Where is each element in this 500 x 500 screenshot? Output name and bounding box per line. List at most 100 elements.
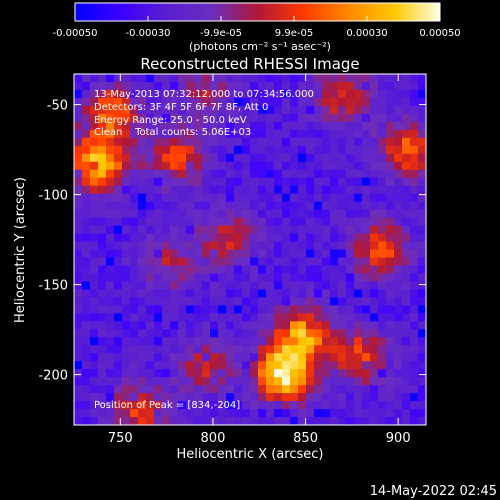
heatmap-cell bbox=[242, 154, 251, 163]
heatmap-cell bbox=[314, 369, 323, 378]
heatmap-cell bbox=[338, 242, 347, 251]
heatmap-cell bbox=[394, 265, 403, 274]
heatmap-cell bbox=[266, 345, 275, 354]
heatmap-cell bbox=[82, 353, 91, 362]
heatmap-cell bbox=[354, 218, 363, 227]
heatmap-cell bbox=[106, 74, 115, 83]
heatmap-cell bbox=[114, 226, 123, 235]
heatmap-cell bbox=[106, 154, 115, 163]
heatmap-cell bbox=[138, 361, 147, 370]
heatmap-cell bbox=[298, 361, 307, 370]
heatmap-cell bbox=[98, 337, 107, 346]
heatmap-cell bbox=[410, 353, 419, 362]
heatmap-cell bbox=[274, 401, 283, 410]
heatmap-cell bbox=[258, 401, 267, 410]
heatmap-cell bbox=[226, 329, 235, 338]
heatmap-cell bbox=[330, 321, 339, 330]
heatmap-cell bbox=[90, 369, 99, 378]
heatmap-cell bbox=[386, 281, 395, 290]
heatmap-cell bbox=[386, 409, 395, 418]
heatmap-cell bbox=[90, 194, 99, 203]
heatmap-cell bbox=[266, 393, 275, 402]
heatmap-cell bbox=[402, 226, 411, 235]
heatmap-cell bbox=[242, 289, 251, 298]
x-axis-label: Heliocentric X (arcsec) bbox=[177, 447, 324, 462]
heatmap-cell bbox=[274, 122, 283, 131]
heatmap-cell bbox=[250, 273, 259, 282]
heatmap-cell bbox=[170, 138, 179, 147]
heatmap-cell bbox=[298, 289, 307, 298]
heatmap-cell bbox=[386, 305, 395, 314]
heatmap-cell bbox=[386, 154, 395, 163]
heatmap-cell bbox=[178, 210, 187, 219]
heatmap-cell bbox=[330, 281, 339, 290]
heatmap-cell bbox=[226, 218, 235, 227]
heatmap-cell bbox=[298, 297, 307, 306]
heatmap-cell bbox=[378, 138, 387, 147]
heatmap-cell bbox=[418, 273, 427, 282]
heatmap-cell bbox=[170, 162, 179, 171]
heatmap-cell bbox=[362, 226, 371, 235]
heatmap-cell bbox=[378, 369, 387, 378]
heatmap-cell bbox=[410, 281, 419, 290]
heatmap-cell bbox=[186, 250, 195, 259]
heatmap-cell bbox=[322, 74, 331, 83]
heatmap-cell bbox=[418, 393, 427, 402]
heatmap-cell bbox=[74, 273, 83, 282]
heatmap-cell bbox=[290, 242, 299, 251]
heatmap-cell bbox=[258, 257, 267, 266]
heatmap-cell bbox=[98, 146, 107, 155]
heatmap-cell bbox=[338, 74, 347, 83]
heatmap-cell bbox=[354, 114, 363, 123]
heatmap-cell bbox=[106, 186, 115, 195]
heatmap-cell bbox=[82, 114, 91, 123]
heatmap-cell bbox=[338, 226, 347, 235]
heatmap-cell bbox=[346, 114, 355, 123]
heatmap-cell bbox=[130, 337, 139, 346]
heatmap-cell bbox=[410, 234, 419, 243]
heatmap-cell bbox=[402, 162, 411, 171]
heatmap-cell bbox=[314, 401, 323, 410]
heatmap-cell bbox=[218, 273, 227, 282]
heatmap-cell bbox=[234, 265, 243, 274]
heatmap-cell bbox=[74, 234, 83, 243]
heatmap-cell bbox=[362, 273, 371, 282]
heatmap-cell bbox=[170, 178, 179, 187]
heatmap-cell bbox=[322, 146, 331, 155]
heatmap-cell bbox=[178, 146, 187, 155]
heatmap-cell bbox=[90, 313, 99, 322]
heatmap-cell bbox=[218, 170, 227, 179]
heatmap-cell bbox=[170, 226, 179, 235]
heatmap-cell bbox=[82, 106, 91, 115]
heatmap-cell bbox=[146, 289, 155, 298]
heatmap-cell bbox=[282, 210, 291, 219]
heatmap-cell bbox=[74, 250, 83, 259]
heatmap-cell bbox=[250, 281, 259, 290]
heatmap-cell bbox=[298, 250, 307, 259]
heatmap-cell bbox=[218, 154, 227, 163]
heatmap-cell bbox=[250, 265, 259, 274]
heatmap-cell bbox=[98, 202, 107, 211]
heatmap-cell bbox=[418, 170, 427, 179]
heatmap-cell bbox=[130, 265, 139, 274]
heatmap-cell bbox=[378, 353, 387, 362]
heatmap-cell bbox=[290, 162, 299, 171]
heatmap-cell bbox=[362, 98, 371, 107]
heatmap-cell bbox=[370, 417, 379, 426]
heatmap-cell bbox=[242, 385, 251, 394]
heatmap-cell bbox=[138, 297, 147, 306]
heatmap-cell bbox=[82, 90, 91, 99]
heatmap-cell bbox=[210, 218, 219, 227]
heatmap-cell bbox=[410, 329, 419, 338]
heatmap-cell bbox=[290, 393, 299, 402]
heatmap-cell bbox=[162, 194, 171, 203]
heatmap-cell bbox=[282, 289, 291, 298]
heatmap-cell bbox=[362, 321, 371, 330]
heatmap-cell bbox=[362, 178, 371, 187]
heatmap-cell bbox=[194, 218, 203, 227]
heatmap-cell bbox=[346, 226, 355, 235]
heatmap-cell bbox=[218, 146, 227, 155]
heatmap-cell bbox=[386, 289, 395, 298]
heatmap-cell bbox=[378, 170, 387, 179]
heatmap-cell bbox=[298, 130, 307, 139]
